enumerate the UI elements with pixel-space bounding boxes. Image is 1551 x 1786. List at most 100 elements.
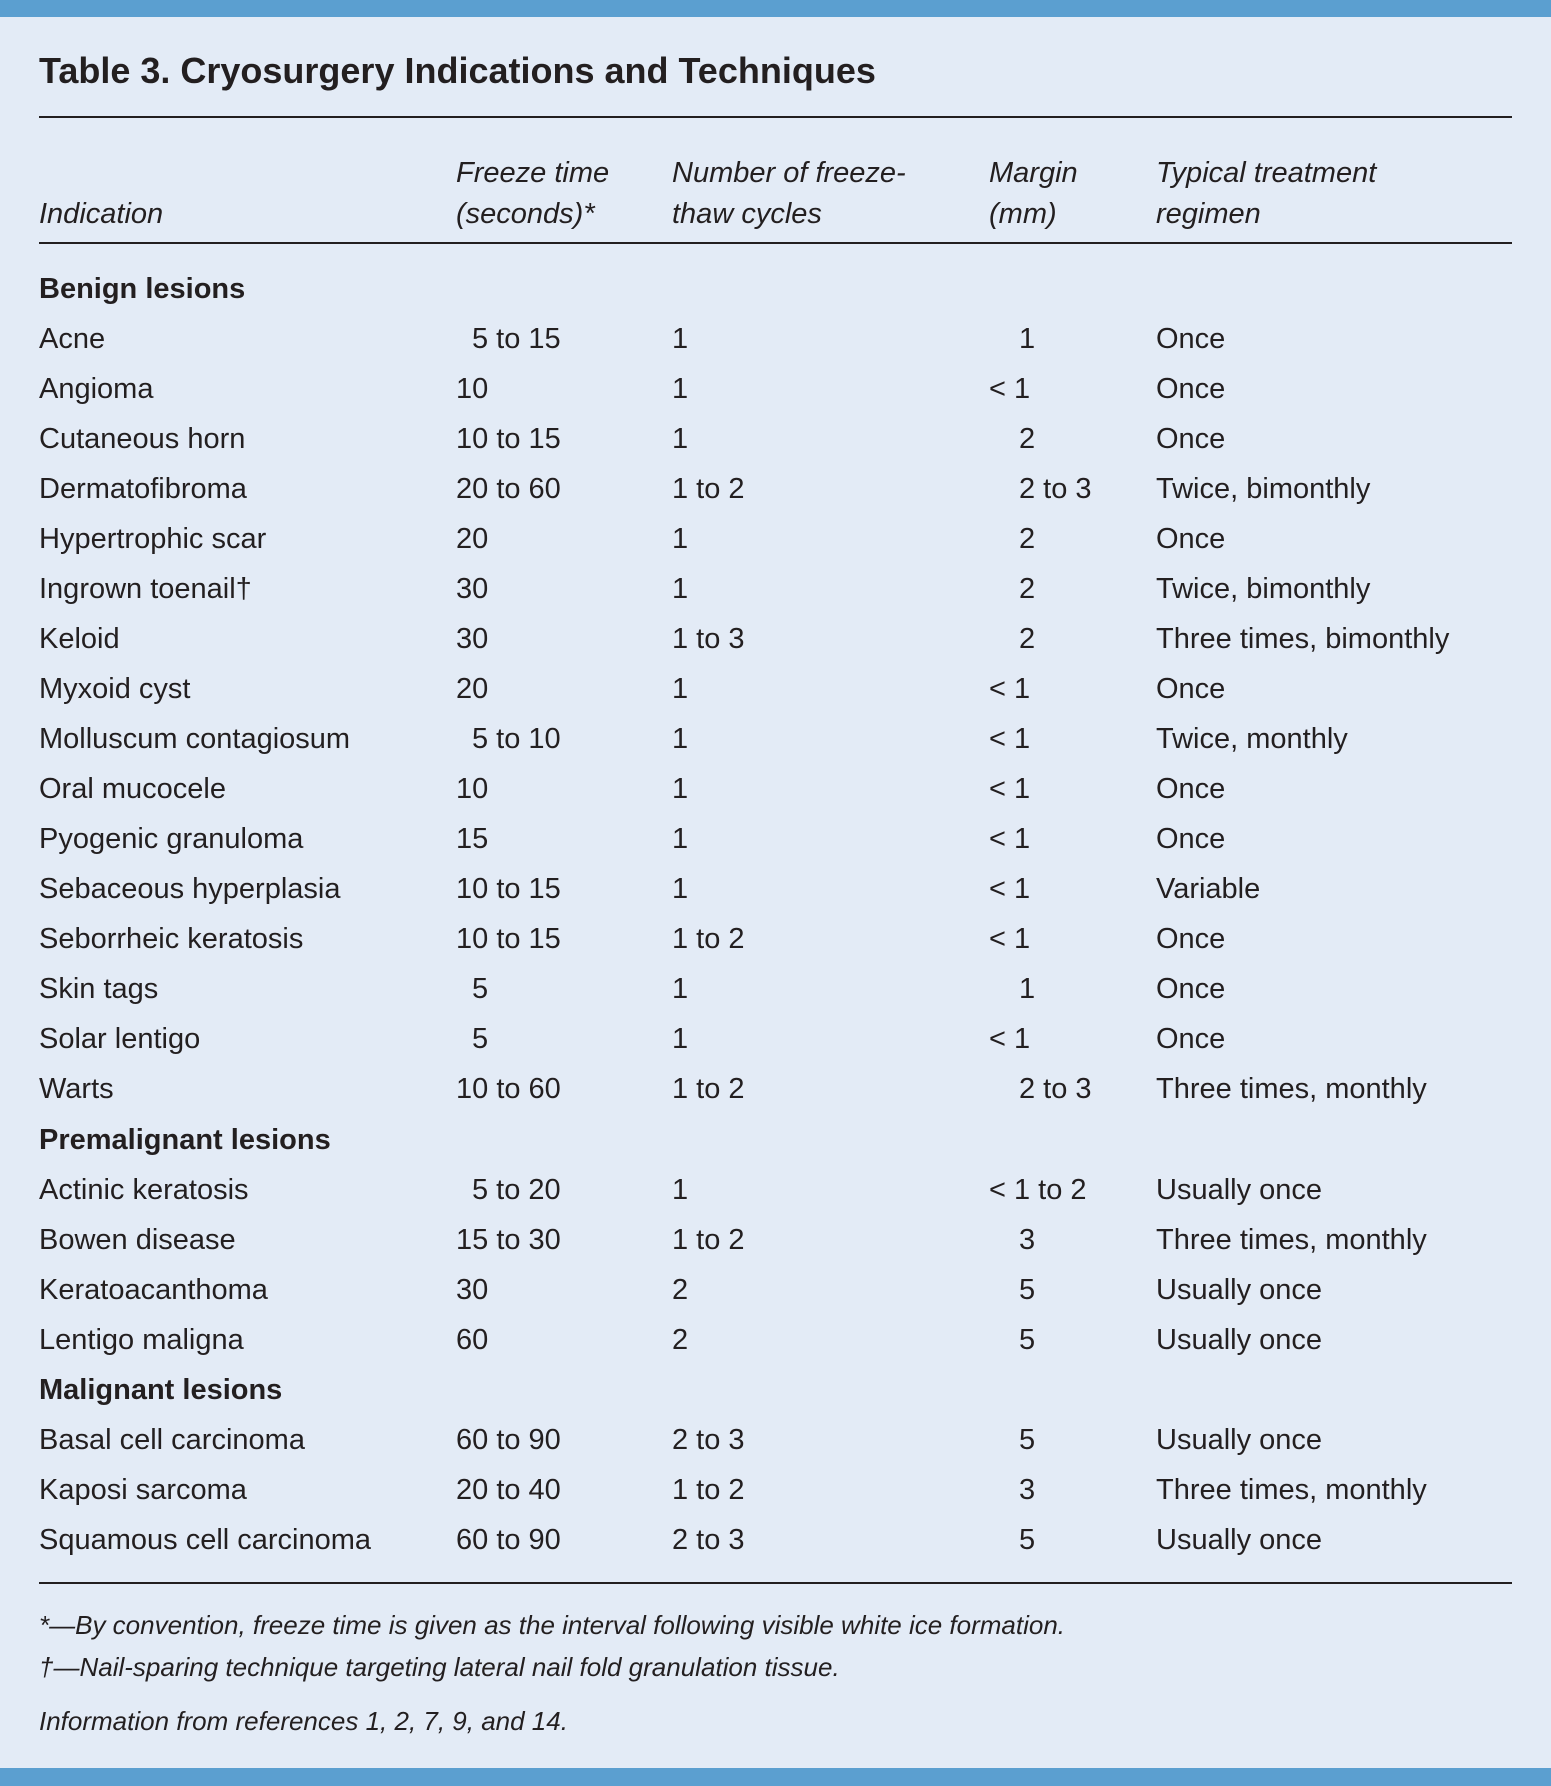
footnote: *—By convention, freeze time is given as… [39, 1610, 1066, 1640]
regimen-cell: Usually once [1156, 1523, 1323, 1556]
indication-cell: Seborrheic keratosis [39, 923, 304, 956]
margin-cell: < 1 [989, 673, 1031, 706]
indication-cell: Molluscum contagiosum [39, 723, 351, 756]
regimen-cell: Three times, monthly [1156, 1223, 1427, 1256]
top-bar [0, 0, 1551, 17]
freeze-time-cell: 10 to 15 [456, 873, 561, 906]
regimen-cell: Variable [1156, 873, 1261, 906]
indication-cell: Sebaceous hyperplasia [39, 873, 341, 906]
cycles-cell: 2 [672, 1323, 689, 1356]
indication-cell: Basal cell carcinoma [39, 1423, 305, 1456]
indication-cell: Dermatofibroma [39, 473, 247, 506]
regimen-cell: Once [1156, 773, 1226, 806]
freeze-time-cell: 10 to 15 [456, 923, 561, 956]
regimen-cell: Twice, bimonthly [1156, 473, 1371, 506]
regimen-cell: Once [1156, 323, 1226, 356]
column-header: Freeze time [456, 157, 610, 189]
indication-cell: Kaposi sarcoma [39, 1473, 247, 1506]
cycles-cell: 1 [672, 673, 689, 706]
margin-cell: 5 [1019, 1423, 1036, 1456]
cycles-cell: 1 to 2 [672, 1073, 745, 1106]
regimen-cell: Once [1156, 523, 1226, 556]
margin-cell: 5 [1019, 1323, 1036, 1356]
cycles-cell: 1 to 2 [672, 1223, 745, 1256]
margin-cell: 2 to 3 [1019, 473, 1092, 506]
cycles-cell: 1 [672, 373, 689, 406]
cycles-cell: 1 [672, 723, 689, 756]
section-heading: Benign lesions [39, 273, 246, 305]
freeze-time-cell: 10 [456, 373, 489, 406]
freeze-time-cell: 60 to 90 [456, 1523, 561, 1556]
table-title: Table 3. Cryosurgery Indications and Tec… [39, 50, 876, 91]
indication-cell: Angioma [39, 373, 154, 406]
footnote: †—Nail-sparing technique targeting later… [39, 1652, 840, 1682]
margin-cell: < 1 [989, 823, 1031, 856]
cycles-cell: 1 [672, 773, 689, 806]
margin-cell: 3 [1019, 1473, 1036, 1506]
indication-cell: Hypertrophic scar [39, 523, 267, 556]
freeze-time-cell: 60 to 90 [456, 1423, 561, 1456]
indication-cell: Cutaneous horn [39, 423, 246, 456]
column-header: thaw cycles [672, 198, 822, 230]
regimen-cell: Once [1156, 823, 1226, 856]
margin-cell: 1 [1019, 323, 1036, 356]
column-header: Indication [39, 198, 164, 230]
margin-cell: < 1 [989, 773, 1031, 806]
margin-cell: < 1 [989, 723, 1031, 756]
freeze-time-cell: 20 [456, 673, 489, 706]
freeze-time-cell: 30 [456, 573, 489, 606]
cycles-cell: 1 to 2 [672, 473, 745, 506]
margin-cell: 5 [1019, 1273, 1036, 1306]
rule [39, 242, 1512, 244]
source-note: Information from references 1, 2, 7, 9, … [39, 1706, 568, 1736]
indication-cell: Ingrown toenail† [39, 573, 252, 606]
regimen-cell: Usually once [1156, 1323, 1323, 1356]
indication-cell: Warts [39, 1073, 114, 1106]
indication-cell: Solar lentigo [39, 1023, 201, 1056]
freeze-time-cell: 30 [456, 623, 489, 656]
regimen-cell: Twice, monthly [1156, 723, 1348, 756]
margin-cell: < 1 to 2 [989, 1173, 1087, 1206]
indication-cell: Pyogenic granuloma [39, 823, 304, 856]
regimen-cell: Once [1156, 973, 1226, 1006]
margin-cell: 1 [1019, 973, 1036, 1006]
cycles-cell: 1 to 3 [672, 623, 745, 656]
indication-cell: Myxoid cyst [39, 673, 191, 706]
cycles-cell: 1 to 2 [672, 1473, 745, 1506]
cycles-cell: 1 [672, 523, 689, 556]
margin-cell: 2 [1019, 623, 1036, 656]
margin-cell: < 1 [989, 923, 1031, 956]
freeze-time-cell: 60 [456, 1323, 489, 1356]
section-heading: Premalignant lesions [39, 1123, 331, 1156]
cycles-cell: 2 to 3 [672, 1523, 745, 1556]
indication-cell: Bowen disease [39, 1223, 236, 1256]
indication-cell: Skin tags [39, 973, 159, 1006]
freeze-time-cell: 5 [472, 1023, 489, 1056]
column-header: Margin [989, 157, 1078, 189]
column-header: regimen [1156, 198, 1261, 230]
regimen-cell: Usually once [1156, 1273, 1323, 1306]
column-header: (seconds)* [456, 198, 595, 230]
margin-cell: 2 to 3 [1019, 1073, 1092, 1106]
column-header: Typical treatment [1156, 157, 1377, 189]
cycles-cell: 1 [672, 973, 689, 1006]
cycles-cell: 1 [672, 323, 689, 356]
regimen-cell: Once [1156, 923, 1226, 956]
margin-cell: < 1 [989, 873, 1031, 906]
freeze-time-cell: 5 to 20 [472, 1173, 561, 1206]
indication-cell: Oral mucocele [39, 773, 226, 806]
cycles-cell: 2 to 3 [672, 1423, 745, 1456]
rule [39, 116, 1512, 118]
freeze-time-cell: 10 to 60 [456, 1073, 561, 1106]
regimen-cell: Three times, monthly [1156, 1073, 1427, 1106]
indication-cell: Squamous cell carcinoma [39, 1523, 372, 1556]
indication-cell: Keloid [39, 623, 120, 656]
indication-cell: Keratoacanthoma [39, 1273, 268, 1306]
freeze-time-cell: 20 [456, 523, 489, 556]
cycles-cell: 1 [672, 1173, 689, 1206]
margin-cell: 2 [1019, 523, 1036, 556]
freeze-time-cell: 20 to 60 [456, 473, 561, 506]
margin-cell: < 1 [989, 373, 1031, 406]
freeze-time-cell: 10 [456, 773, 489, 806]
cycles-cell: 2 [672, 1273, 689, 1306]
